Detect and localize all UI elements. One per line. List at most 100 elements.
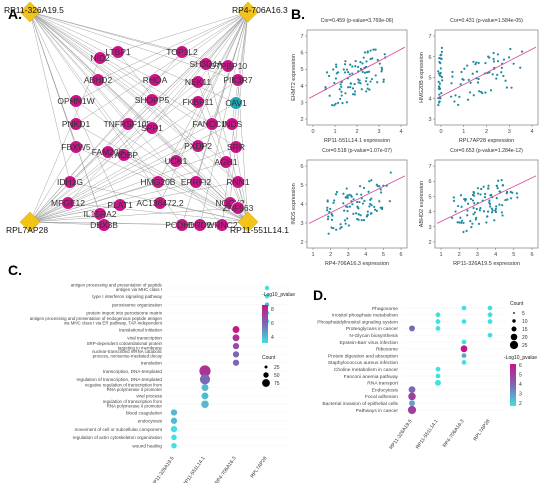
gene-label: MFGE12 bbox=[51, 198, 85, 208]
scatter-point bbox=[439, 97, 442, 100]
scatter-point bbox=[466, 64, 469, 67]
gene-label: TOP1L2 bbox=[166, 47, 198, 57]
scatter-point bbox=[363, 71, 367, 74]
gene-node bbox=[93, 51, 107, 65]
regression-line bbox=[436, 175, 537, 224]
kegg-dot bbox=[435, 379, 441, 386]
scatter-point bbox=[342, 68, 345, 71]
gene-node bbox=[191, 139, 205, 153]
network-edge bbox=[29, 11, 183, 53]
scatter-point bbox=[351, 93, 355, 96]
network-edge bbox=[231, 123, 249, 223]
network-edge bbox=[29, 213, 101, 223]
gene-node bbox=[145, 93, 159, 107]
scatter-point bbox=[476, 192, 480, 195]
scatter-point bbox=[496, 187, 499, 190]
size-legend-dot bbox=[264, 365, 268, 369]
go-term-label: viral process bbox=[136, 394, 162, 399]
y-tick-label: 4 bbox=[428, 96, 431, 102]
x-tick-label: 1 bbox=[462, 129, 465, 135]
scatter-point bbox=[451, 75, 454, 78]
scatter-point bbox=[378, 200, 381, 203]
network-edge bbox=[29, 221, 201, 226]
network-edge bbox=[29, 57, 101, 223]
scatter-point bbox=[500, 71, 503, 74]
scatter-point bbox=[502, 58, 506, 61]
network-edge bbox=[75, 100, 249, 223]
scatter-point bbox=[451, 70, 454, 74]
scatter-point bbox=[356, 200, 359, 204]
gene-label: SPP1 bbox=[141, 123, 163, 133]
gene-node bbox=[169, 154, 183, 168]
scatter-point bbox=[374, 74, 377, 77]
scatter-point bbox=[359, 60, 362, 64]
scatter-point bbox=[345, 68, 349, 71]
scatter-point bbox=[494, 209, 497, 212]
scatter-point bbox=[331, 104, 334, 107]
scatter-point bbox=[328, 94, 331, 97]
color-legend-bar bbox=[262, 305, 268, 343]
gene-node bbox=[191, 75, 205, 89]
scatter-point bbox=[357, 81, 360, 84]
scatter-point bbox=[327, 232, 330, 235]
color-legend-tick: 4 bbox=[271, 335, 274, 341]
scatter-point bbox=[340, 225, 343, 229]
scatter-point bbox=[353, 82, 356, 86]
scatter-point bbox=[475, 207, 478, 211]
scatter-point bbox=[473, 211, 477, 214]
network-edge bbox=[29, 146, 77, 223]
scatter-point bbox=[360, 219, 363, 222]
scatter-point bbox=[437, 103, 440, 107]
scatter-point bbox=[366, 83, 369, 86]
go-dot bbox=[201, 384, 209, 392]
network-edge bbox=[29, 11, 213, 125]
panel-label-d: D. bbox=[313, 287, 327, 303]
network-edge bbox=[195, 181, 249, 223]
scatter-point bbox=[326, 218, 330, 221]
scatter-frame bbox=[306, 29, 408, 126]
scatter-point bbox=[352, 198, 355, 201]
go-dot bbox=[171, 442, 177, 449]
y-tick-label: 4 bbox=[300, 202, 303, 208]
scatter-point bbox=[336, 101, 340, 104]
y-tick-label: 6 bbox=[300, 51, 303, 57]
scatter-point bbox=[466, 214, 469, 217]
gene-node bbox=[121, 117, 135, 131]
scatter-point bbox=[357, 213, 360, 216]
scatter-point bbox=[462, 230, 465, 234]
network-edge bbox=[75, 11, 249, 125]
hub-label: RPL7AP28 bbox=[6, 225, 48, 235]
scatter-point bbox=[339, 223, 342, 226]
scatter-point bbox=[439, 67, 442, 70]
network-edge bbox=[197, 11, 249, 83]
network-edge bbox=[29, 123, 213, 223]
scatter-point bbox=[477, 222, 481, 225]
scatter-point bbox=[333, 81, 336, 85]
kegg-dot bbox=[460, 345, 468, 353]
scatter-point bbox=[354, 59, 357, 63]
scatter-point bbox=[332, 226, 335, 230]
y-tick-label: 6 bbox=[428, 179, 431, 185]
scatter-point bbox=[438, 82, 442, 85]
scatter-point bbox=[344, 92, 347, 95]
scatter-point bbox=[347, 86, 350, 89]
x-tick-label: 2 bbox=[458, 252, 461, 258]
regression-line bbox=[308, 46, 406, 99]
network-edge bbox=[197, 81, 249, 223]
size-legend-dot bbox=[512, 319, 516, 323]
scatter-point bbox=[437, 80, 440, 84]
scatter-point bbox=[367, 70, 371, 73]
size-legend-tick: 20 bbox=[522, 335, 528, 341]
size-legend-dot bbox=[262, 379, 270, 387]
y-axis-label: HMG20B expression bbox=[419, 52, 425, 103]
go-term-label: protein import into peroxisome matrix bbox=[86, 311, 162, 316]
kegg-term-label: RNA transport bbox=[367, 381, 398, 387]
scatter-point bbox=[349, 85, 352, 89]
scatter-point bbox=[454, 210, 457, 213]
scatter-point bbox=[484, 61, 487, 65]
gene-node bbox=[145, 121, 159, 135]
scatter-point bbox=[483, 195, 487, 199]
size-legend-tick: 50 bbox=[274, 373, 280, 379]
size-legend-title: Count bbox=[510, 301, 524, 307]
go-dot bbox=[170, 425, 178, 433]
